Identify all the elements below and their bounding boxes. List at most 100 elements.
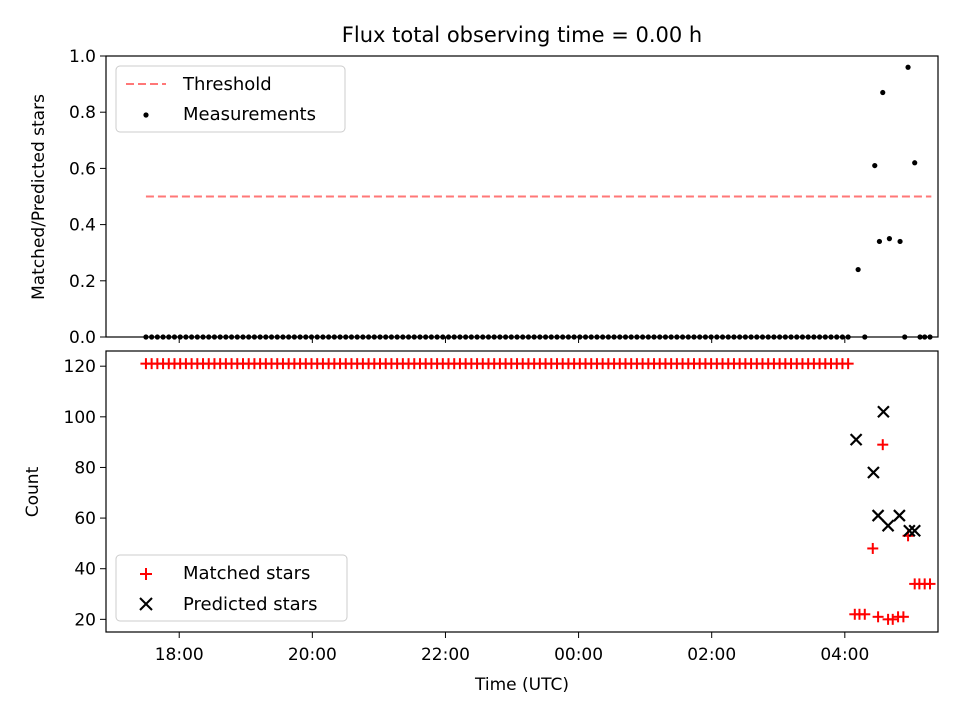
measurement-point [691, 334, 697, 340]
measurement-point [286, 334, 292, 340]
x-tick-label: 22:00 [421, 645, 470, 665]
measurement-point [640, 334, 646, 340]
top-y-axis-label: Matched/Predicted stars [29, 94, 49, 300]
measurement-point [622, 334, 629, 340]
measurement-point [445, 334, 452, 340]
predicted-star-point [903, 524, 916, 538]
measurement-point [582, 334, 589, 340]
bottom-legend: Matched stars Predicted stars [115, 554, 348, 622]
measurement-point [394, 334, 400, 340]
measurement-point [577, 334, 583, 340]
measurement-point [400, 334, 406, 340]
matched-star-point [924, 578, 936, 590]
measurement-point [816, 334, 823, 340]
measurement-point [297, 334, 303, 340]
measurement-point [360, 334, 366, 340]
measurement-point [337, 334, 343, 340]
bottom-y-axis-label: Count [23, 466, 43, 517]
bottom-y-tick-label: 120 [64, 357, 96, 377]
measurement-point [200, 334, 206, 340]
measurement-point [617, 334, 623, 340]
measurement-point [811, 334, 817, 340]
measurement-point [371, 334, 377, 340]
measurement-point [917, 334, 923, 340]
measurement-point [697, 334, 703, 340]
measurement-point [771, 334, 777, 340]
measurement-point [143, 334, 149, 340]
measurement-point [514, 334, 520, 340]
measurement-point [314, 334, 320, 340]
predicted-star-point [867, 466, 880, 479]
measurement-point [246, 334, 252, 340]
matched-legend-label: Matched stars [183, 563, 310, 584]
bottom-y-tick-label: 100 [64, 408, 96, 428]
matched-star-point [897, 611, 909, 623]
measurement-point [177, 334, 183, 340]
measurement-point [588, 334, 594, 340]
bottom-y-tick-label: 40 [74, 560, 96, 580]
measurement-point [828, 334, 834, 340]
measurement-point [423, 334, 429, 340]
measurement-point [886, 236, 893, 242]
measurement-point [531, 334, 537, 340]
measurement-point [748, 334, 754, 340]
measurement-point [291, 334, 297, 340]
measurement-point [645, 334, 651, 340]
measurement-point [440, 334, 446, 340]
measurement-point [927, 334, 933, 340]
measurement-point [331, 334, 337, 340]
measurement-point [457, 334, 463, 340]
measurement-point [405, 334, 412, 340]
predicted-star-point [908, 524, 921, 538]
measurement-point [388, 334, 395, 340]
measurement-point [822, 334, 828, 340]
measurement-point [872, 162, 878, 169]
matched-star-point [887, 613, 899, 625]
measurement-point [251, 334, 258, 340]
bottom-panel: 20 40 60 80 100 120 18:00 20:00 22:00 00:00 02:00… [23, 337, 939, 695]
measurement-point [326, 334, 332, 340]
top-y-tick-label: 0.2 [69, 272, 96, 292]
measurement-point [451, 334, 457, 340]
measurement-point [855, 266, 861, 273]
measurement-point [211, 334, 218, 340]
measurement-point [160, 334, 166, 340]
measurement-point [685, 334, 691, 340]
x-tick-label: 04:00 [820, 645, 869, 665]
measurement-point [657, 334, 663, 340]
measurement-point [662, 334, 669, 340]
matched-star-point [842, 358, 854, 370]
measurement-point [280, 334, 286, 340]
measurement-point [905, 64, 911, 70]
measurement-point [171, 334, 178, 340]
predicted-star-point [881, 519, 895, 532]
measurement-point [365, 334, 372, 340]
chart-title: Flux total observing time = 0.00 h [342, 23, 702, 47]
measurement-point [491, 334, 497, 340]
measurement-point [434, 334, 440, 340]
measurement-point [268, 334, 275, 340]
measurement-point [668, 334, 674, 340]
predicted-star-point [871, 509, 885, 522]
measurement-point [343, 334, 349, 340]
measurement-point [876, 238, 883, 245]
measurement-point [902, 334, 908, 340]
top-legend: Threshold Measurements [115, 65, 346, 133]
measurement-point [845, 334, 851, 340]
measurement-point [428, 334, 434, 340]
measurement-point [805, 334, 811, 340]
measurement-point [719, 334, 726, 340]
measurement-point [223, 334, 229, 340]
measurement-point [725, 334, 731, 340]
measurement-point [354, 334, 360, 340]
measurement-point [537, 334, 543, 340]
measurement-point [194, 334, 200, 340]
measurements-legend-marker [143, 112, 149, 118]
measurement-point [417, 334, 423, 340]
top-y-tick-label: 0.6 [69, 159, 96, 179]
x-axis: 18:00 20:00 22:00 00:00 02:00 04:00 [155, 337, 869, 665]
measurement-point [594, 334, 600, 340]
measurement-point [274, 334, 280, 340]
matched-legend-marker [140, 568, 152, 580]
measurement-point [257, 334, 263, 340]
